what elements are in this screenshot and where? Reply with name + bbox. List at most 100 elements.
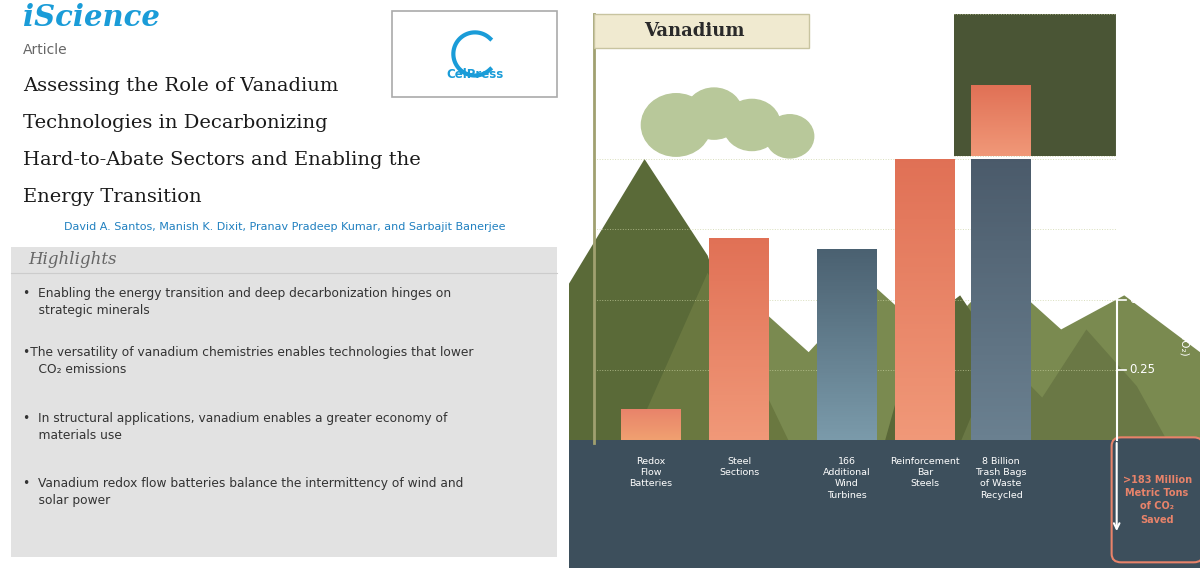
Polygon shape — [960, 329, 1169, 443]
Bar — [895, 409, 955, 412]
Bar — [816, 257, 876, 258]
Bar — [895, 219, 955, 222]
Bar — [971, 290, 1031, 293]
Bar — [709, 256, 769, 258]
Circle shape — [685, 88, 743, 139]
Bar — [816, 394, 876, 396]
Bar — [971, 244, 1031, 247]
Bar — [971, 341, 1031, 344]
Bar — [816, 365, 876, 367]
Bar — [895, 315, 955, 318]
Bar — [971, 375, 1031, 378]
Bar — [895, 170, 955, 173]
Bar — [971, 261, 1031, 264]
Bar — [816, 334, 876, 336]
Bar — [816, 355, 876, 357]
Bar — [971, 173, 1031, 176]
Bar — [816, 290, 876, 291]
Bar — [895, 287, 955, 290]
Bar — [971, 432, 1031, 435]
Bar — [709, 402, 769, 403]
Bar — [971, 409, 1031, 412]
Bar — [709, 356, 769, 358]
Bar — [709, 407, 769, 410]
Bar — [816, 253, 876, 255]
Bar — [709, 403, 769, 406]
Bar — [816, 303, 876, 305]
Bar — [816, 402, 876, 403]
Bar — [895, 213, 955, 216]
Bar — [709, 434, 769, 436]
Bar — [971, 426, 1031, 429]
Bar — [709, 338, 769, 340]
Text: Energy Transition: Energy Transition — [23, 187, 202, 206]
Text: Technologies in Decarbonizing: Technologies in Decarbonizing — [23, 114, 328, 132]
Bar — [971, 389, 1031, 392]
Bar — [709, 334, 769, 336]
Bar — [971, 295, 1031, 298]
Bar — [895, 415, 955, 417]
Bar — [971, 398, 1031, 400]
Bar — [895, 185, 955, 187]
Bar — [895, 193, 955, 196]
Bar — [971, 114, 1031, 115]
Bar — [971, 142, 1031, 143]
Bar — [971, 126, 1031, 127]
Bar — [895, 420, 955, 423]
Bar — [816, 313, 876, 315]
Bar — [895, 355, 955, 358]
Bar — [971, 123, 1031, 124]
Bar — [971, 267, 1031, 270]
Bar — [971, 310, 1031, 312]
Bar — [895, 216, 955, 219]
Bar — [895, 261, 955, 264]
Bar — [971, 298, 1031, 301]
Bar — [816, 371, 876, 373]
Bar — [816, 336, 876, 338]
Bar — [709, 262, 769, 264]
Bar — [971, 154, 1031, 156]
Bar — [816, 338, 876, 340]
Bar — [971, 204, 1031, 207]
Bar — [895, 230, 955, 233]
Bar — [816, 311, 876, 313]
Bar — [895, 290, 955, 293]
Bar — [709, 336, 769, 338]
Bar — [709, 422, 769, 424]
Bar — [816, 432, 876, 435]
Bar — [971, 86, 1031, 87]
Bar — [709, 252, 769, 254]
Bar — [709, 393, 769, 395]
Bar — [709, 412, 769, 414]
Bar — [971, 275, 1031, 278]
Bar — [971, 193, 1031, 196]
Bar — [709, 406, 769, 407]
Bar — [816, 291, 876, 294]
Bar — [709, 258, 769, 260]
Bar — [971, 128, 1031, 129]
Bar — [895, 187, 955, 190]
Bar — [971, 230, 1031, 233]
Bar — [971, 96, 1031, 97]
Bar — [816, 272, 876, 274]
Bar — [971, 227, 1031, 230]
Bar — [971, 118, 1031, 119]
Bar — [971, 247, 1031, 250]
Bar — [971, 358, 1031, 361]
Bar — [971, 103, 1031, 104]
Bar — [971, 423, 1031, 426]
Bar — [709, 307, 769, 310]
Bar — [895, 372, 955, 375]
Bar — [816, 268, 876, 270]
Bar — [816, 255, 876, 257]
Bar — [971, 124, 1031, 126]
Bar — [816, 349, 876, 352]
Text: 0.25: 0.25 — [1129, 364, 1156, 377]
Bar — [971, 258, 1031, 261]
Bar — [971, 381, 1031, 383]
Bar — [895, 423, 955, 426]
Bar — [816, 258, 876, 261]
Bar — [709, 315, 769, 318]
Bar — [709, 354, 769, 356]
Bar — [709, 291, 769, 293]
